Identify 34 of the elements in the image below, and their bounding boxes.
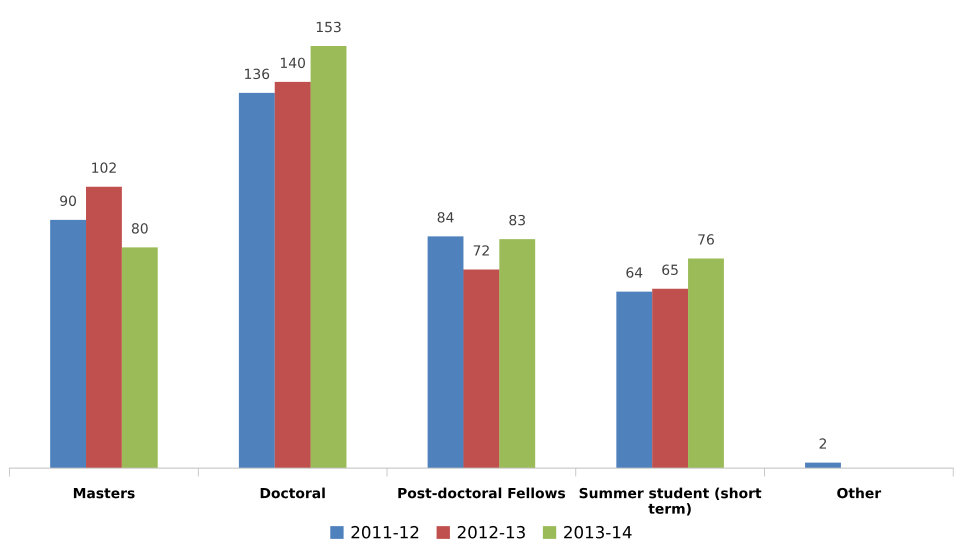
data-label: 90: [60, 196, 76, 206]
data-label: 140: [280, 58, 305, 68]
bar: [463, 269, 500, 468]
x-tick-label: Masters: [74, 488, 135, 498]
bar: [805, 462, 841, 468]
data-label: 65: [662, 264, 678, 276]
bar: [652, 288, 688, 468]
bar: [688, 258, 724, 468]
x-tick-label: Summer student (short term): [580, 488, 762, 516]
bar: [616, 292, 652, 468]
bar: [428, 236, 464, 468]
bar: [274, 82, 311, 468]
bar: [122, 247, 158, 468]
bar: [310, 46, 346, 468]
data-label: 102: [92, 162, 116, 173]
bar: [499, 239, 536, 468]
x-tick-label: Post-doctoral Fellows: [398, 488, 566, 498]
data-label: 2: [820, 438, 826, 449]
data-label: 153: [316, 22, 341, 32]
x-tick-label: Doctoral: [260, 488, 325, 498]
legend-label: 2011-12: [351, 526, 418, 539]
bar: [86, 186, 122, 468]
data-label: 136: [245, 68, 270, 80]
data-label: 84: [438, 212, 454, 223]
x-tick-label: Other: [837, 488, 882, 498]
data-label: 76: [698, 234, 714, 245]
bar: [50, 220, 86, 468]
legend-label: 2013-14: [564, 526, 632, 539]
data-label: 64: [626, 267, 642, 278]
legend-label: 2012-13: [458, 526, 525, 539]
data-label: 72: [474, 245, 489, 256]
bar: [238, 92, 275, 468]
data-label: 80: [132, 223, 148, 234]
data-label: 83: [509, 214, 525, 226]
